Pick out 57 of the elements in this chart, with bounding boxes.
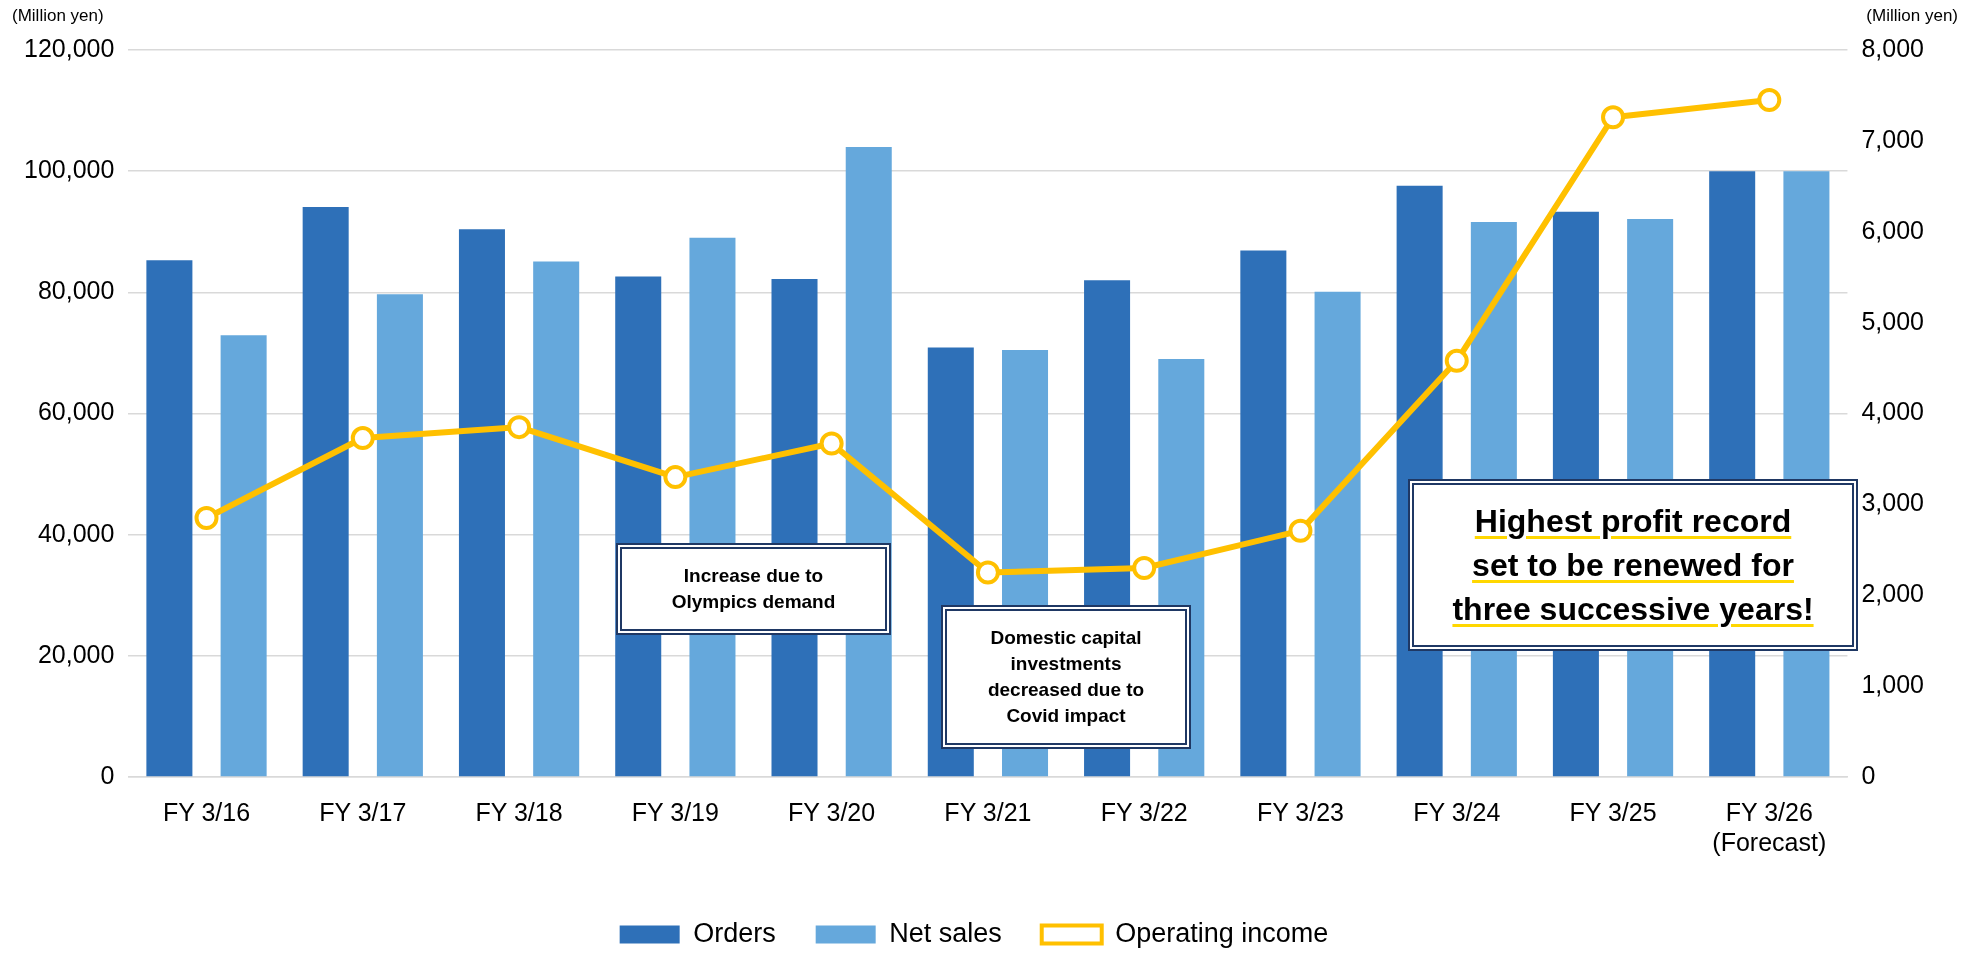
- y-tick-label: 20,000: [37, 639, 115, 668]
- y2-tick-label: 2,000: [1861, 579, 1924, 608]
- y-tick-label: 120,000: [23, 33, 115, 62]
- x-tick-label: FY 3/24: [1413, 797, 1501, 826]
- bar: [146, 260, 193, 777]
- legend-label: Orders: [693, 917, 776, 948]
- y2-axis-title: (Million yen): [1866, 6, 1958, 26]
- y-tick-label: 100,000: [23, 155, 115, 184]
- y2-tick-label: 5,000: [1861, 306, 1924, 335]
- y2-tick-label: 3,000: [1861, 488, 1924, 517]
- x-tick-label: FY 3/22: [1100, 797, 1188, 826]
- y-tick-label: 80,000: [37, 276, 115, 305]
- x-tick-label: FY 3/18: [475, 797, 563, 826]
- point: [1132, 555, 1157, 580]
- y-tick-label: 60,000: [37, 397, 115, 426]
- bar: [533, 261, 580, 777]
- y-tick-label: 40,000: [37, 518, 115, 547]
- point: [1288, 518, 1313, 543]
- y2-tick-label: 7,000: [1861, 124, 1924, 153]
- point: [819, 431, 844, 456]
- note-box: Increase due to Olympics demand: [616, 543, 891, 636]
- point: [975, 560, 1000, 585]
- point: [1601, 105, 1626, 130]
- point: [194, 506, 219, 531]
- note-box: Highest profit record set to be renewed for three successive years!: [1408, 478, 1858, 651]
- note-box: Domestic capital investments decreased due to Covid impact: [941, 605, 1192, 750]
- x-tick-label: FY 3/16: [162, 797, 251, 826]
- x-tick-label: FY 3/21: [944, 797, 1032, 826]
- point: [663, 465, 688, 490]
- annotation: Domestic capital investments decreased due to Covid impact: [987, 627, 1145, 727]
- point: [1757, 87, 1782, 112]
- y2-tick-label: 0: [1861, 760, 1876, 789]
- x-tick-label: FY 3/23: [1256, 797, 1345, 826]
- y2-tick-label: 6,000: [1861, 215, 1924, 244]
- x-tick-label: FY 3/26 (Forecast): [1712, 797, 1827, 856]
- y-tick-label: 0: [100, 760, 115, 789]
- x-tick-label: FY 3/25: [1569, 797, 1657, 826]
- y-axis-title: (Million yen): [12, 6, 104, 26]
- bar: [302, 206, 349, 777]
- y2-tick-label: 8,000: [1861, 33, 1924, 62]
- point: [507, 415, 532, 440]
- legend-label: Net sales: [889, 917, 1002, 948]
- bar: [458, 229, 505, 777]
- x-tick-label: FY 3/19: [631, 797, 719, 826]
- bar: [220, 335, 267, 777]
- annotation: Highest profit record set to be renewed for three successive years!: [1452, 502, 1814, 627]
- point: [1444, 348, 1469, 373]
- legend-label: Operating income: [1115, 917, 1329, 948]
- x-tick-label: FY 3/17: [319, 797, 407, 826]
- point: [350, 426, 375, 451]
- y2-tick-label: 4,000: [1861, 397, 1924, 426]
- y2-tick-label: 1,000: [1861, 670, 1924, 699]
- bar: [1314, 291, 1361, 777]
- bar: [1240, 250, 1287, 777]
- x-tick-label: FY 3/20: [788, 797, 876, 826]
- bar: [376, 294, 423, 777]
- annotation: Increase due to Olympics demand: [671, 565, 836, 613]
